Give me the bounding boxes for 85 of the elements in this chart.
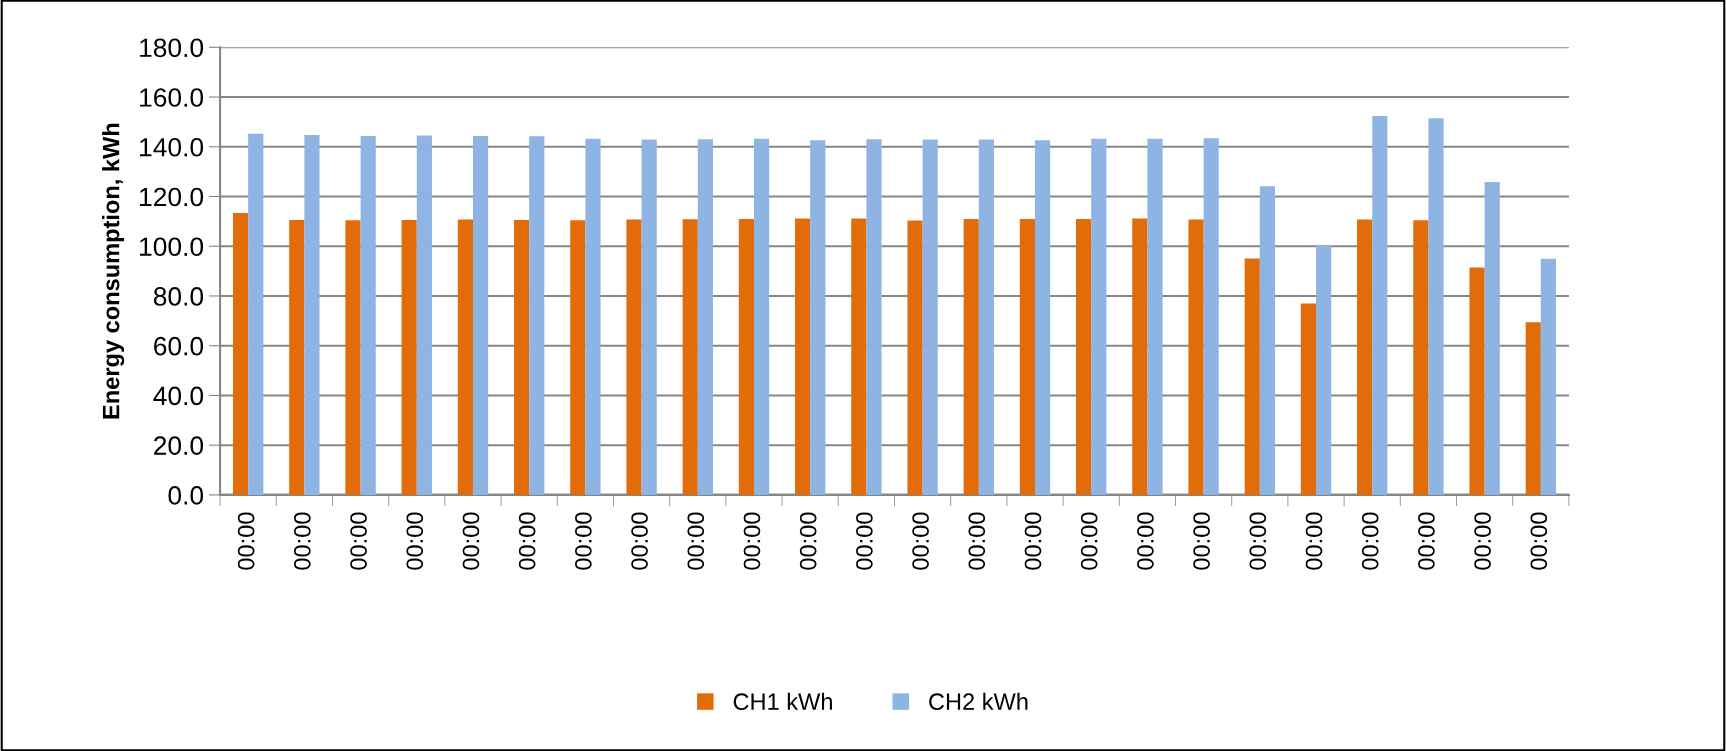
y-tick-label: 120.0	[140, 187, 204, 207]
bar	[345, 220, 361, 495]
x-tick-label: 00:00	[1361, 512, 1379, 570]
bar	[641, 139, 657, 495]
bar	[851, 218, 867, 495]
y-axis-title: Energy consumption, kWh	[102, 123, 125, 419]
y-tick-label: 180.0	[140, 38, 204, 58]
x-tick-label: 00:00	[406, 512, 424, 570]
bar	[416, 135, 432, 495]
legend-label: CH1 kWh	[733, 692, 832, 711]
bar	[1357, 219, 1373, 495]
bar	[1469, 267, 1485, 495]
bar	[978, 139, 994, 495]
bar	[1188, 219, 1204, 495]
bar	[795, 218, 811, 495]
bar	[472, 136, 489, 495]
bar	[963, 218, 979, 495]
bar	[1076, 218, 1092, 495]
x-tick-label: 00:00	[856, 512, 873, 570]
x-tick-label: 00:00	[1024, 512, 1042, 570]
bar	[1540, 258, 1557, 495]
bar	[401, 219, 417, 495]
x-tick-label: 00:00	[1305, 512, 1323, 570]
legend-label: CH2 kWh	[929, 692, 1028, 711]
x-tick-label: 00:00	[968, 512, 986, 570]
x-tick-label: 00:00	[462, 512, 480, 570]
x-tick-label: 00:00	[743, 512, 761, 570]
x-tick-label: 00:00	[1137, 512, 1154, 570]
x-tick-label: 00:00	[1474, 512, 1491, 570]
bar	[1300, 303, 1317, 495]
bar	[1244, 258, 1260, 495]
y-tick-label: 160.0	[140, 88, 204, 107]
bar	[1372, 115, 1388, 495]
bar	[1019, 218, 1036, 495]
bar	[248, 133, 264, 495]
y-tick-label: 60.0	[154, 336, 204, 356]
x-tick-label: 00:00	[912, 512, 929, 570]
bar	[922, 139, 938, 495]
bar	[810, 140, 826, 495]
bar	[1035, 140, 1051, 495]
bar	[1147, 138, 1163, 495]
x-tick-label: 00:00	[687, 512, 705, 570]
x-tick-label: 00:00	[631, 512, 648, 570]
bar	[1484, 182, 1500, 495]
x-tick-label: 00:00	[293, 512, 311, 570]
bar	[514, 219, 530, 495]
bar	[1413, 220, 1429, 495]
bar	[570, 220, 586, 495]
x-tick-label: 00:00	[1249, 512, 1267, 570]
bar	[1091, 138, 1107, 495]
bar	[529, 136, 545, 495]
x-tick-label: 00:00	[518, 512, 536, 570]
y-tick-label: 100.0	[140, 237, 204, 257]
x-tick-label: 00:00	[350, 512, 367, 570]
bar	[1259, 186, 1275, 495]
bar	[1525, 322, 1541, 495]
bar	[360, 136, 376, 495]
bar	[457, 219, 473, 495]
bar	[232, 212, 249, 495]
bar	[1316, 245, 1332, 495]
x-tick-label: 00:00	[575, 512, 592, 570]
y-tick-label: 140.0	[140, 137, 204, 157]
y-tick-label: 0.0	[168, 486, 204, 505]
x-tick-label: 00:00	[1193, 512, 1210, 570]
bar	[1428, 118, 1444, 495]
y-tick-label: 40.0	[153, 386, 204, 406]
bar	[753, 138, 770, 495]
bar	[697, 139, 713, 495]
x-tick-label: 00:00	[1418, 512, 1435, 570]
y-tick-label: 80.0	[153, 287, 204, 306]
bar	[1132, 218, 1148, 495]
bar	[1203, 138, 1219, 495]
bar	[626, 219, 642, 495]
x-tick-label: 00:00	[237, 512, 255, 570]
x-tick-label: 00:00	[799, 512, 817, 570]
bar	[304, 135, 320, 495]
x-tick-label: 00:00	[1080, 512, 1098, 570]
bar	[907, 220, 923, 495]
bar	[585, 138, 601, 495]
y-tick-label: 20.0	[154, 436, 204, 455]
bar	[682, 219, 698, 495]
bar	[738, 218, 754, 495]
x-tick-label: 00:00	[1530, 512, 1548, 570]
bar	[289, 219, 305, 495]
bar	[866, 139, 882, 495]
